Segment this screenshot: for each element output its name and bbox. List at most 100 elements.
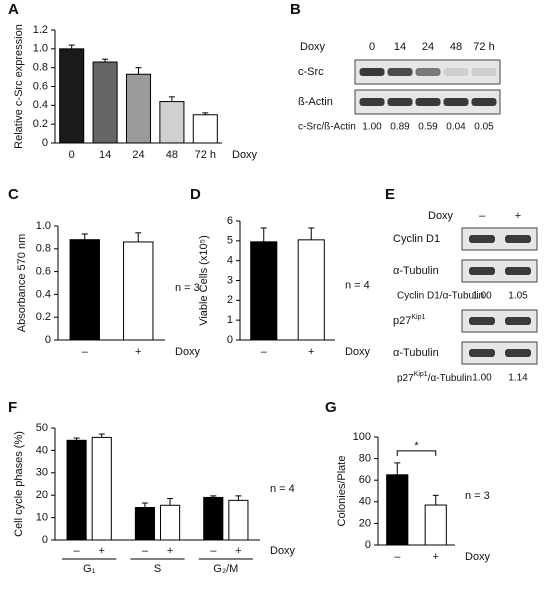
y-tick-label: 20 <box>359 517 371 529</box>
ratio-value: 0.89 <box>390 122 410 133</box>
bar <box>250 241 278 341</box>
y-tick-label: 0.2 <box>36 311 51 323</box>
ratio-value: 0.05 <box>474 122 494 133</box>
y-tick-label: 40 <box>36 444 48 456</box>
error-bar <box>432 494 439 506</box>
bar <box>297 239 325 341</box>
band <box>505 349 531 357</box>
y-tick-label: 10 <box>36 512 48 524</box>
band <box>469 235 495 243</box>
bar <box>66 439 87 541</box>
panel-letter: G <box>325 399 337 416</box>
series-label: + <box>99 545 105 557</box>
ratio-value: 1.00 <box>472 373 492 384</box>
x-tick-label: – <box>394 551 401 563</box>
lane-label: 24 <box>422 41 434 53</box>
row-label: α-Tubulin <box>393 347 439 359</box>
error-bar <box>141 502 148 508</box>
y-tick-label: 1.2 <box>33 24 48 36</box>
y-axis-label: Absorbance 570 nm <box>16 234 28 332</box>
band <box>415 68 441 76</box>
bar <box>228 499 249 541</box>
ratio-value: 1.14 <box>508 373 528 384</box>
bar <box>386 474 409 546</box>
y-tick-label: 1 <box>227 314 233 326</box>
y-tick-label: 0 <box>45 334 51 346</box>
band <box>505 235 531 243</box>
text-part: p27 <box>393 315 411 327</box>
band <box>469 267 495 275</box>
y-tick-label: 0.8 <box>33 62 48 74</box>
band <box>471 68 497 76</box>
band <box>387 98 413 106</box>
y-tick-label: 100 <box>353 431 371 443</box>
ratio-label: p27Kip1/α-Tubulin <box>397 371 472 383</box>
annotation: n = 3 <box>465 490 490 502</box>
lane-label: + <box>515 210 521 222</box>
significance-bracket <box>396 450 437 456</box>
annotation: n = 4 <box>345 279 370 291</box>
x-axis-label: Doxy <box>345 346 371 358</box>
ratio-value: 1.00 <box>362 122 382 133</box>
lane-label: 0 <box>369 41 375 53</box>
y-axis-label: Colonies/Plate <box>336 456 348 527</box>
y-tick-label: 4 <box>227 255 233 267</box>
text-part: /α-Tubulin <box>428 373 472 384</box>
bar <box>424 504 447 546</box>
lane-label: 48 <box>450 41 462 53</box>
annotation: n = 3 <box>175 282 200 294</box>
text-part: Kip1 <box>411 314 425 321</box>
bar <box>92 61 118 144</box>
ratio-value: 1.05 <box>508 291 528 302</box>
band <box>505 317 531 325</box>
band <box>359 68 385 76</box>
error-bar <box>235 495 242 501</box>
blot-strip <box>461 309 538 333</box>
x-tick-label: 72 h <box>195 149 216 161</box>
x-tick-label: + <box>308 346 314 358</box>
bar <box>159 101 185 144</box>
series-label: – <box>142 545 149 557</box>
bar <box>134 507 156 541</box>
blot-strip <box>461 227 538 251</box>
ratio-label: Cyclin D1/α-Tubulin <box>397 291 484 302</box>
band <box>505 267 531 275</box>
y-tick-label: 0.4 <box>36 288 51 300</box>
y-axis-label: Viable Cells (x10⁵) <box>198 235 210 326</box>
significance-mark: * <box>414 440 419 452</box>
text-part: p27 <box>397 373 414 384</box>
band <box>471 98 497 106</box>
y-axis-label: Cell cycle phases (%) <box>13 431 25 537</box>
y-tick-label: 0 <box>365 539 371 551</box>
panel-letter: E <box>385 186 395 203</box>
y-tick-label: 3 <box>227 274 233 286</box>
annotation: n = 4 <box>270 483 295 495</box>
error-bar <box>210 495 217 498</box>
y-tick-label: 1.0 <box>36 220 51 232</box>
blot-strip <box>461 259 538 283</box>
band <box>387 68 413 76</box>
y-tick-label: 0.6 <box>36 266 51 278</box>
series-label: + <box>167 545 173 557</box>
error-bar <box>135 67 142 75</box>
row-label: α-Tubulin <box>393 265 439 277</box>
ratio-value: 0.04 <box>446 122 466 133</box>
x-tick-label: 14 <box>99 149 111 161</box>
row-label: p27Kip1 <box>393 314 425 327</box>
y-axis-label: Relative c-Src expression <box>13 24 25 149</box>
panel-letter: F <box>8 399 17 416</box>
error-bar <box>73 437 80 441</box>
x-tick-label: – <box>261 346 268 358</box>
series-label: – <box>210 545 217 557</box>
panel-letter: D <box>190 186 201 203</box>
bar <box>125 73 152 144</box>
series-label: + <box>235 545 241 557</box>
blot-header: Doxy <box>300 41 326 53</box>
band <box>359 98 385 106</box>
error-bar <box>260 227 267 242</box>
blot-strip <box>461 341 538 365</box>
error-bar <box>81 233 88 240</box>
x-axis-label: Doxy <box>465 551 491 563</box>
y-tick-label: 0.4 <box>33 99 48 111</box>
